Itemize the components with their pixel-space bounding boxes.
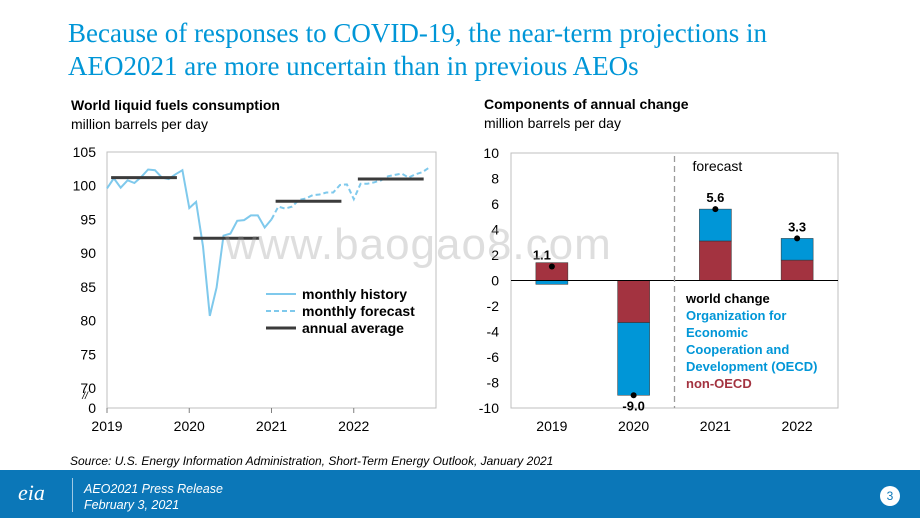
world-change-marker-2 (712, 206, 719, 213)
source-note: Source: U.S. Energy Information Administ… (70, 454, 554, 468)
left-y-tick-label-2: 80 (80, 313, 96, 329)
footer-date: February 3, 2021 (84, 498, 180, 512)
left-legend-label-2: annual average (302, 320, 404, 336)
oecd-bar-3 (780, 238, 814, 261)
right-y-tick-label-0: -10 (479, 400, 499, 416)
non-oecd-bar-2 (699, 240, 732, 281)
right-legend-line-2: Economic (686, 325, 748, 340)
right-x-tick-label-3: 2022 (782, 418, 813, 434)
right-y-tick-label-5: 0 (491, 273, 499, 289)
right-y-tick-label-9: 8 (491, 171, 499, 187)
right-x-tick-label-0: 2019 (536, 418, 567, 434)
world-change-label-2: 5.6 (706, 190, 724, 205)
world-change-marker-1 (630, 392, 637, 399)
non-oecd-bar-1 (617, 280, 650, 323)
right-y-tick-label-1: -8 (487, 375, 500, 391)
oecd-bar-1 (617, 322, 650, 396)
left-chart-title: World liquid fuels consumption (71, 97, 280, 113)
right-x-tick-label-1: 2020 (618, 418, 649, 434)
right-y-tick-label-4: -2 (487, 298, 500, 314)
right-y-tick-label-7: 4 (491, 222, 499, 238)
world-change-label-0: 1.1 (533, 247, 551, 262)
left-y-tick-label-0: 70 (80, 380, 96, 396)
page-number: 3 (880, 486, 900, 506)
left-y-tick-label-1: 75 (80, 346, 96, 362)
slide-title: Because of responses to COVID-19, the ne… (68, 17, 868, 83)
slide-title-line-1: Because of responses to COVID-19, the ne… (68, 18, 768, 48)
footer-divider (72, 478, 73, 512)
right-chart-unit: million barrels per day (484, 115, 621, 131)
left-y-tick-label-3: 85 (80, 279, 96, 295)
left-y-tick-label-6: 100 (73, 178, 97, 194)
oecd-bar-0 (535, 280, 569, 285)
left-y-tick-label-4: 90 (80, 245, 96, 261)
world-change-marker-0 (548, 263, 555, 270)
forecast-label: forecast (693, 158, 743, 174)
right-legend-line-5: non-OECD (686, 376, 752, 391)
right-y-tick-label-6: 2 (491, 247, 499, 263)
right-legend-line-3: Cooperation and (686, 342, 789, 357)
left-y-tick-label-7: 105 (73, 144, 97, 160)
world-change-label-1: -9.0 (622, 398, 644, 413)
non-oecd-bar-3 (780, 259, 814, 281)
watermark: www.baogao8.com (225, 220, 612, 269)
footer-release: AEO2021 Press Release (84, 482, 223, 496)
left-x-tick-label-2: 2021 (256, 418, 287, 434)
right-y-tick-label-8: 6 (491, 196, 499, 212)
left-legend-label-0: monthly history (302, 286, 407, 302)
footer-bar (0, 470, 920, 518)
oecd-bar-2 (699, 208, 732, 242)
right-legend-line-1: Organization for (686, 308, 786, 323)
right-chart-title: Components of annual change (484, 96, 689, 112)
left-x-tick-label-0: 2019 (91, 418, 122, 434)
left-chart-unit: million barrels per day (71, 116, 208, 132)
right-x-tick-label-2: 2021 (700, 418, 731, 434)
left-x-tick-label-3: 2022 (338, 418, 369, 434)
eia-logo-icon: eia (18, 480, 45, 505)
slide-title-line-2: AEO2021 are more uncertain than in previ… (68, 51, 639, 81)
left-y-break-label: 0 (88, 400, 96, 416)
right-legend-line-4: Development (OECD) (686, 359, 817, 374)
left-x-tick-label-1: 2020 (174, 418, 205, 434)
right-legend-line-0: world change (685, 291, 770, 306)
world-change-marker-3 (794, 235, 801, 242)
right-y-tick-label-2: -6 (487, 349, 500, 365)
right-y-tick-label-3: -4 (487, 324, 500, 340)
world-change-label-3: 3.3 (788, 219, 806, 234)
right-y-tick-label-10: 10 (483, 145, 499, 161)
right-bar-chart: -10 -8 -6 -4 -2 0 2 4 6 8 10 1.1 2019 -9.0 2020 5.6 2021… (479, 145, 839, 434)
left-line-chart: 70 75 80 85 90 95 100 105 0// 2019 2020 2021 2022 mon… (73, 144, 437, 434)
left-legend-label-1: monthly forecast (302, 303, 415, 319)
left-y-tick-label-5: 95 (80, 211, 96, 227)
monthly-history-line (106, 168, 273, 317)
axis-break-icon: // (81, 391, 89, 402)
